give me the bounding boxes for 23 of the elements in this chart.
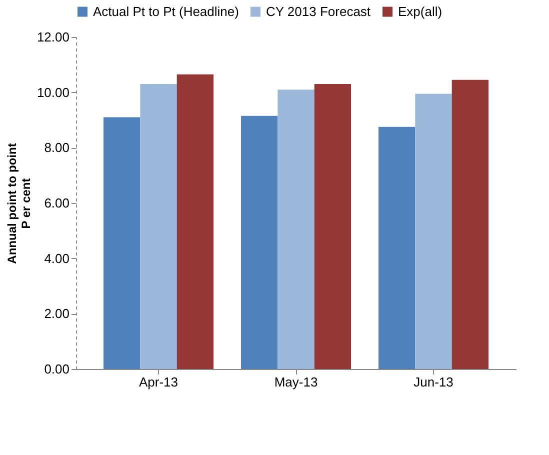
- y-tick-label: 4.00: [44, 250, 70, 266]
- y-tick-label: 12.00: [36, 30, 70, 44]
- legend-label: Actual Pt to Pt (Headline): [93, 4, 239, 19]
- bar: [378, 126, 416, 369]
- bar: [176, 74, 214, 369]
- y-axis-title: Annual point to point P er cent: [4, 143, 33, 264]
- y-tick-label: 2.00: [44, 306, 70, 322]
- legend-label: CY 2013 Forecast: [266, 4, 371, 19]
- x-tick-label: Jun-13: [414, 374, 454, 390]
- bar: [241, 116, 278, 369]
- y-tick-label: 10.00: [36, 84, 70, 100]
- x-tick-label: May-13: [274, 374, 318, 390]
- y-tick-label: 0.00: [44, 362, 70, 376]
- bar: [452, 80, 488, 369]
- bar: [278, 90, 314, 369]
- legend-label: Exp(all): [398, 4, 442, 19]
- y-tick-label: 6.00: [44, 196, 70, 210]
- bar: [314, 84, 351, 369]
- y-tick-label: 8.00: [44, 140, 70, 156]
- bar: [140, 84, 177, 369]
- bar: [415, 94, 452, 369]
- x-tick-label: Apr-13: [138, 374, 178, 390]
- bar: [104, 117, 140, 369]
